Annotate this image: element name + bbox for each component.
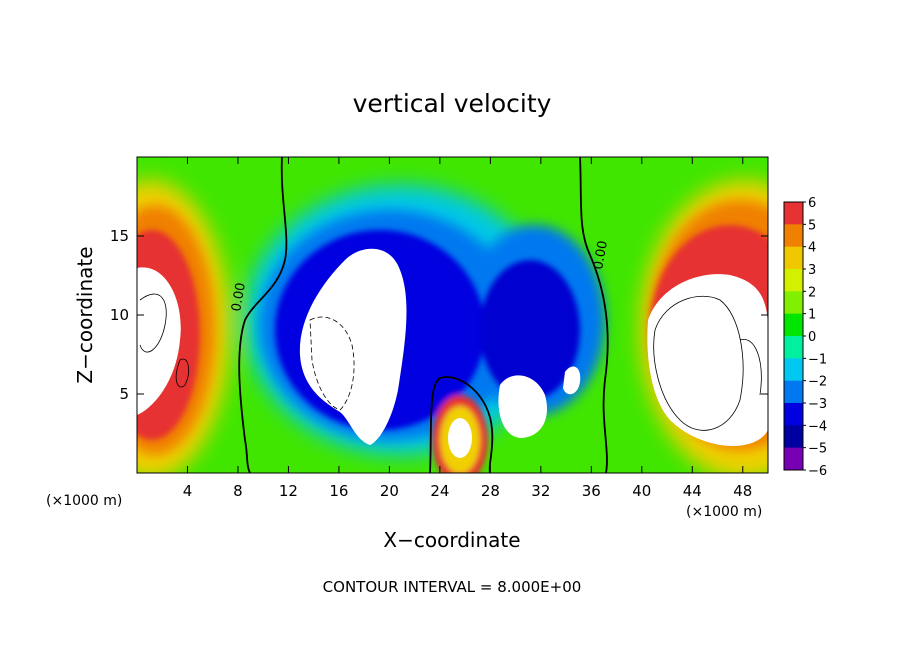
colorbar-swatch [784,403,803,426]
x-tick-label: 8 [233,482,243,500]
plot-area: 0.00 0.00 [137,157,768,473]
contour-interval-note: CONTOUR INTERVAL = 8.000E+00 [323,578,582,596]
colorbar-label: −2 [808,375,827,390]
contour-label-right: 0.00 [591,240,611,271]
colorbar-label: −4 [808,419,827,434]
colorbar-label: 4 [808,241,816,256]
colorbar-label: −5 [808,442,827,457]
colorbar-label: 0 [808,330,816,345]
x-tick-label: 20 [380,482,399,500]
colorbar-swatch [784,313,803,337]
colorbar-swatch [784,291,803,315]
x-tick-label: 36 [582,482,601,500]
x-tick-label: 40 [632,482,651,500]
colorbar-swatch [784,380,803,404]
colorbar-swatch [784,447,803,471]
colorbar-swatch [784,358,803,382]
x-tick-label: 48 [733,482,752,500]
colorbar-label: 1 [808,308,816,323]
chart-title: vertical velocity [353,89,552,118]
colorbar-label: −6 [808,464,827,479]
colorbar-swatch [784,336,803,359]
colorbar-label: 6 [808,196,816,211]
colorbar-swatch [784,224,803,248]
x-tick-label: 44 [683,482,702,500]
x-tick-label: 28 [481,482,500,500]
x-tick-label: 24 [430,482,449,500]
colorbar-swatch [784,202,803,225]
colorbar-swatch [784,246,803,270]
colorbar-label: 2 [808,285,816,300]
x-tick-label: 12 [279,482,298,500]
colorbar-label: −3 [808,397,827,412]
colorbar-label: 5 [808,218,816,233]
colorbar-swatch [784,269,803,292]
colorbar: 6 5 4 3 2 1 0 −1 −2 −3 −4 −5 −6 [783,196,827,479]
y-tick-label: 5 [119,385,129,403]
x-tick-label: 4 [183,482,193,500]
x-tick-label: 32 [531,482,550,500]
y-axis: 5 10 15 [110,227,768,403]
x-axis-label: X−coordinate [383,528,520,552]
x-tick-label: 16 [329,482,348,500]
x-unit-left: (×1000 m) [46,493,122,509]
y-tick-label: 15 [110,227,129,245]
colorbar-label: 3 [808,263,816,278]
x-axis: 4 8 12 16 20 24 28 32 36 40 44 48 [183,157,752,500]
colorbar-label: −1 [808,352,827,367]
y-tick-label: 10 [110,306,129,324]
contour-label-left: 0.00 [229,282,249,313]
y-axis-label: Z−coordinate [73,246,97,383]
colorbar-swatch [784,425,803,449]
x-unit-right: (×1000 m) [686,504,762,520]
